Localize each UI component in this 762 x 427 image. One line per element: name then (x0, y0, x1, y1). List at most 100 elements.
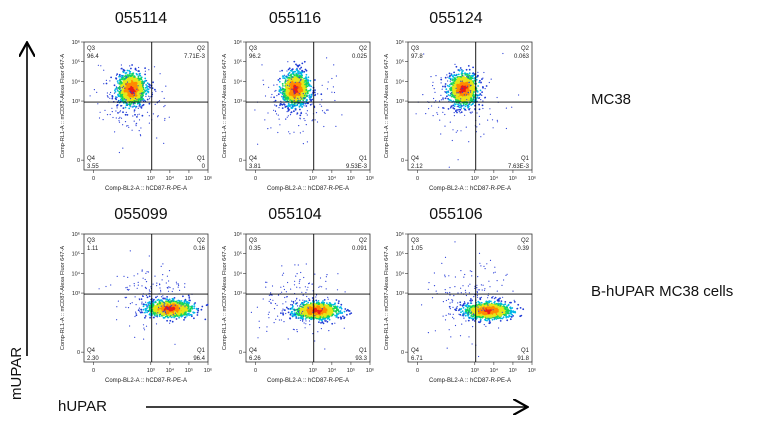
event-dot (505, 107, 507, 109)
event-dot (277, 79, 280, 81)
event-dot (293, 90, 295, 92)
y-tick-label: 10⁵ (396, 59, 404, 66)
event-dot (139, 95, 142, 97)
event-dot (435, 75, 437, 77)
event-dot (496, 96, 498, 99)
event-dot (138, 106, 140, 108)
x-tick-label: 0 (92, 368, 95, 374)
event-dot (144, 315, 147, 317)
event-dot (115, 86, 117, 88)
event-dot (110, 284, 112, 286)
event-dot (136, 287, 138, 289)
event-dot (304, 98, 306, 100)
event-dot (139, 98, 141, 101)
event-dot (308, 299, 311, 302)
quadrant-name: Q2 (359, 46, 368, 52)
x-tick-label: 0 (416, 176, 419, 182)
event-dot (296, 103, 298, 105)
event-dot (162, 274, 164, 276)
event-dot (307, 102, 309, 105)
y-tick-label: 0 (77, 158, 80, 164)
event-dot (140, 77, 143, 79)
event-dot (117, 82, 119, 84)
event-dot (350, 312, 353, 314)
event-dot (459, 67, 462, 69)
event-dot (447, 94, 450, 96)
event-dot (456, 92, 458, 94)
event-dot (149, 304, 151, 307)
event-dot (134, 84, 138, 88)
event-dot (449, 121, 451, 123)
event-dot (98, 288, 100, 290)
quadrant-value-q2: 0.025 (352, 54, 368, 60)
event-dot (326, 109, 328, 111)
event-dot (480, 99, 482, 101)
event-dot (277, 93, 280, 96)
event-dot (106, 92, 108, 94)
event-dot (128, 90, 130, 92)
event-dot (121, 93, 124, 96)
event-dot (309, 103, 312, 106)
event-dot (444, 76, 447, 79)
event-dot (309, 98, 311, 101)
event-dot (455, 110, 457, 113)
event-dot (297, 72, 300, 75)
event-dot (157, 116, 159, 118)
event-dot (300, 98, 302, 100)
event-dot (165, 298, 168, 301)
event-dot (432, 85, 434, 87)
event-dot (468, 68, 471, 71)
event-dot (134, 97, 136, 100)
event-dot (160, 289, 162, 291)
event-dot (169, 319, 172, 322)
event-dot (309, 96, 311, 98)
event-dot (128, 72, 131, 75)
event-dot (130, 73, 132, 75)
event-dot (139, 74, 142, 77)
event-dot (144, 309, 147, 312)
event-dot (425, 113, 427, 115)
event-dot (485, 85, 488, 87)
event-dot (478, 108, 481, 111)
event-dot (140, 298, 143, 300)
event-dot (288, 131, 290, 133)
event-dot (473, 77, 476, 80)
event-dot (459, 100, 462, 102)
event-dot (442, 85, 444, 88)
quadrant-name: Q4 (87, 156, 96, 162)
event-dot (465, 109, 467, 111)
event-dot (165, 282, 167, 284)
event-dot (277, 131, 279, 134)
event-dot (301, 70, 304, 72)
event-dot (465, 126, 467, 128)
event-dot (268, 86, 270, 88)
event-dot (309, 79, 312, 82)
event-dot (473, 99, 475, 101)
event-dot (143, 82, 145, 84)
event-dot (440, 94, 442, 96)
event-dot (294, 81, 296, 83)
event-dot (109, 113, 111, 116)
quadrant-value-q2: 0.16 (193, 246, 205, 252)
event-dot (307, 79, 309, 82)
event-dot (455, 65, 458, 68)
event-dot (189, 299, 191, 302)
quadrant-name: Q3 (249, 46, 258, 52)
event-dot (275, 105, 278, 107)
event-dot (170, 307, 174, 311)
event-dot (301, 62, 304, 65)
event-dot (175, 304, 179, 309)
event-dot (457, 92, 459, 94)
event-dot (448, 166, 450, 168)
event-dot (188, 314, 191, 317)
y-tick-label: 10⁶ (396, 39, 404, 46)
event-dot (456, 79, 460, 83)
quadrant-name: Q1 (197, 156, 206, 162)
event-dot (477, 85, 479, 87)
event-dot (279, 91, 282, 94)
quadrant-name: Q2 (197, 238, 206, 244)
event-dot (306, 114, 308, 116)
event-dot (295, 108, 297, 110)
event-dot (284, 79, 287, 81)
event-dot (306, 85, 309, 88)
